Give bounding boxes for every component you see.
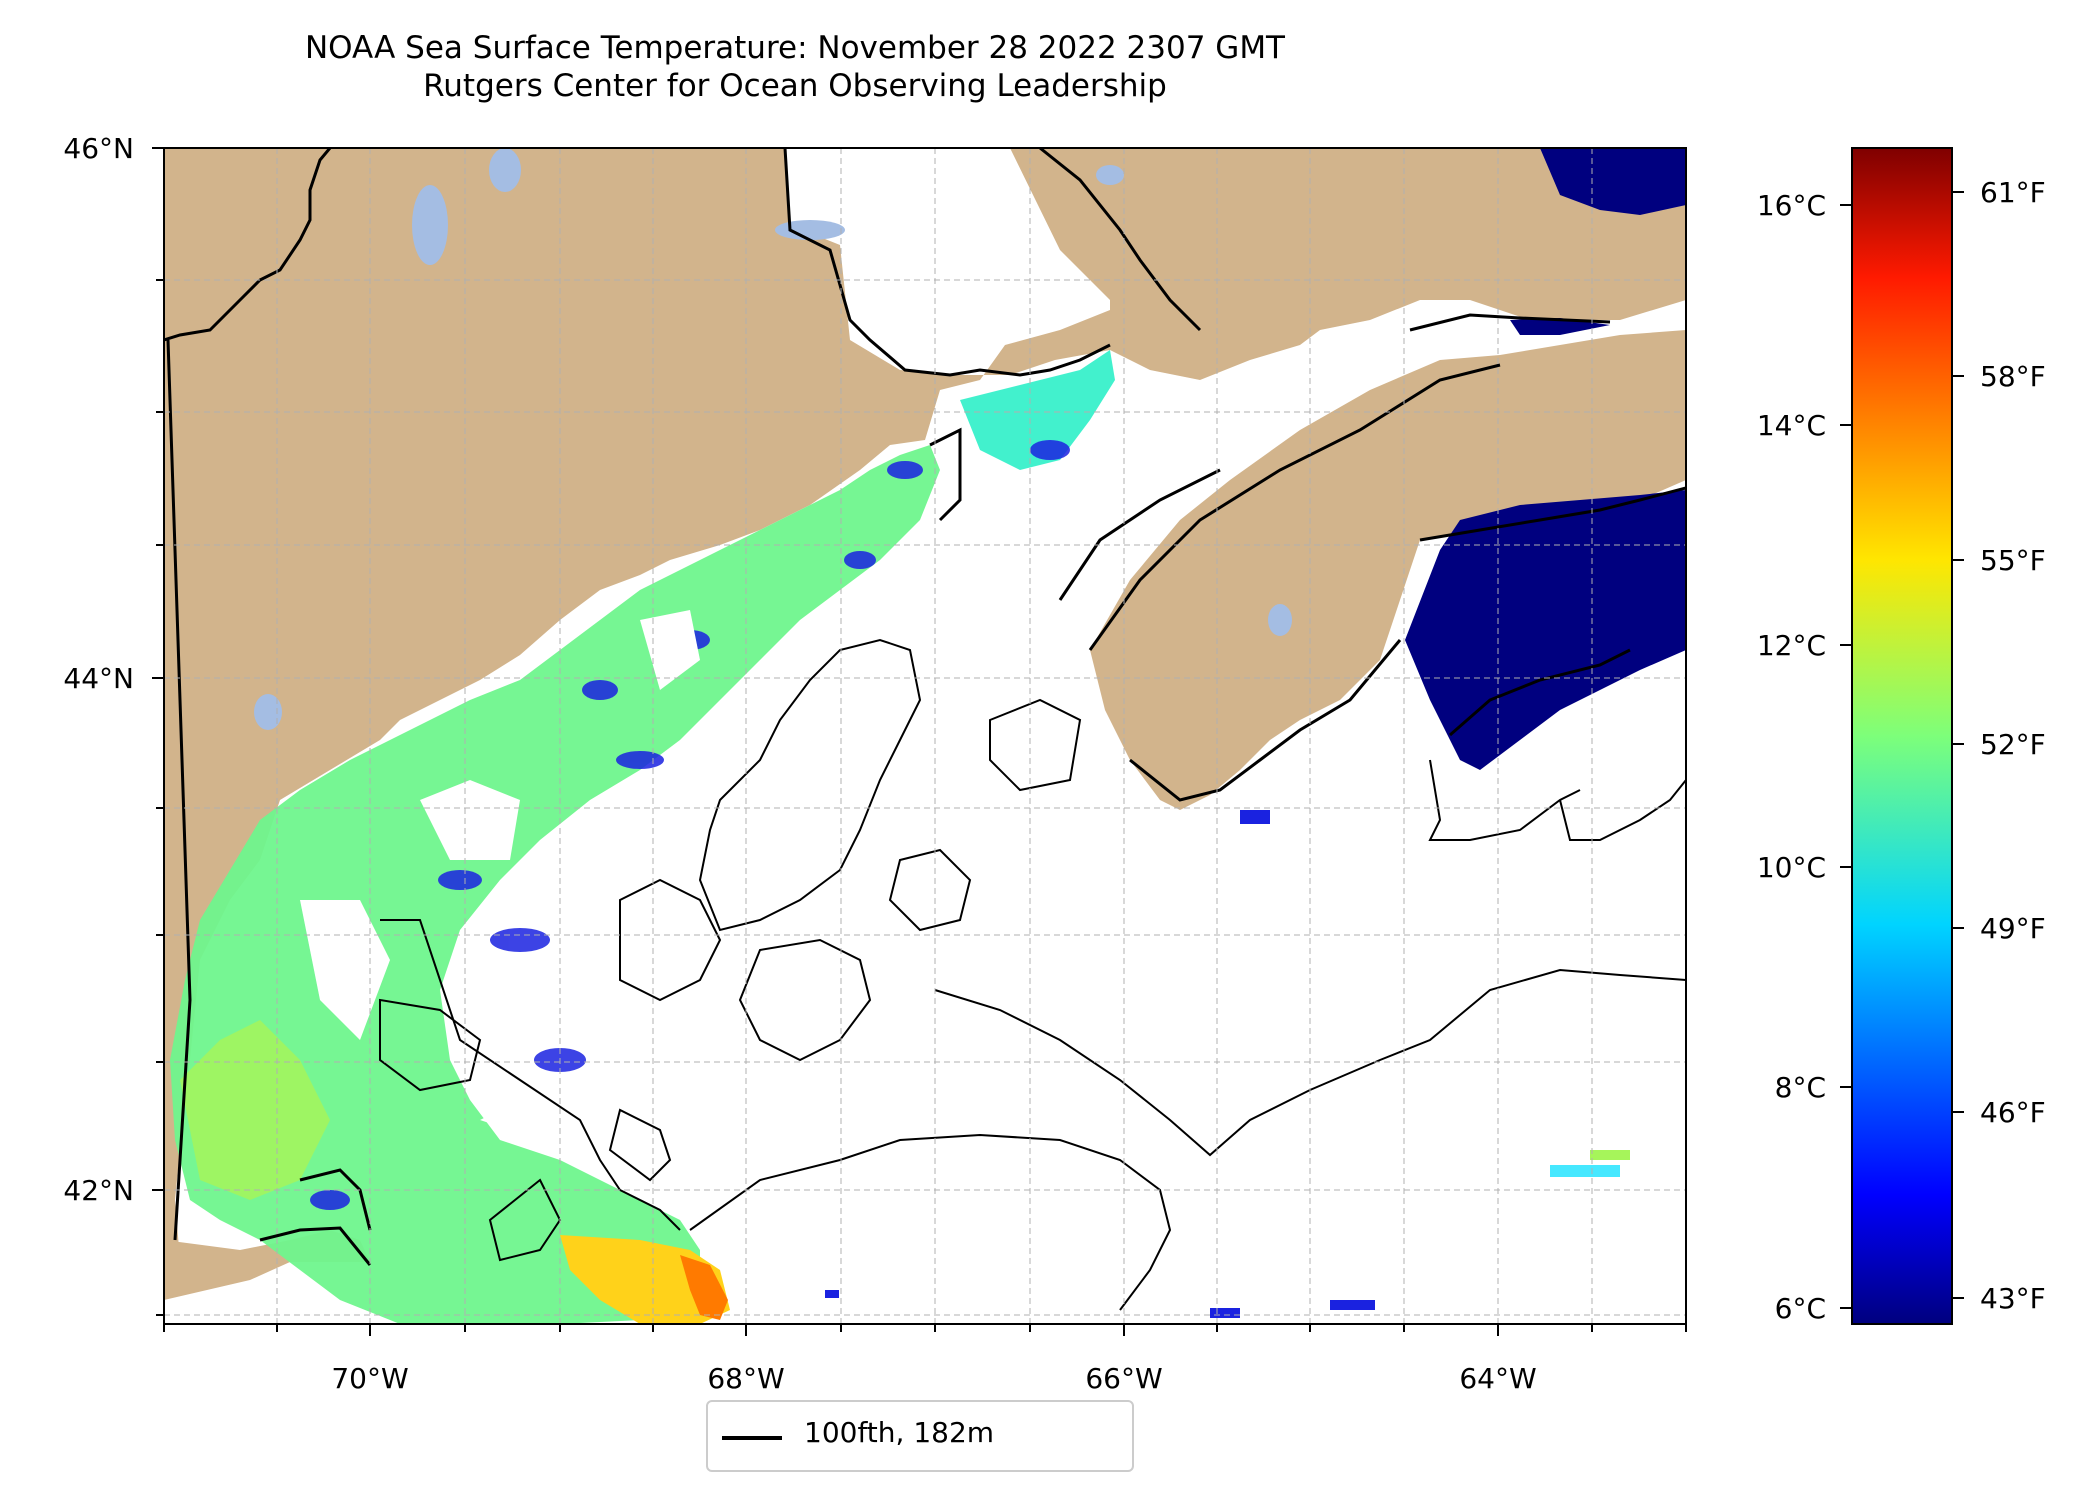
coastlines xyxy=(164,148,1686,1266)
lon-axis: 70°W 68°W 66°W 64°W xyxy=(163,1324,1687,1395)
lat-tick-46: 46°N xyxy=(63,132,134,165)
lake xyxy=(412,185,448,265)
lat-tick-44: 44°N xyxy=(63,662,134,695)
legend-label: 100fth, 182m xyxy=(804,1416,995,1449)
lon-tick-64w: 64°W xyxy=(1459,1362,1536,1395)
chart-title: NOAA Sea Surface Temperature: November 2… xyxy=(304,30,1285,66)
colorbar-gradient xyxy=(1851,147,1953,1325)
sst-specks xyxy=(825,810,1630,1318)
land-new-brunswick xyxy=(1010,148,1686,380)
cbar-f-46: 46°F xyxy=(1980,1096,2046,1129)
sst-warm-patch xyxy=(180,1020,330,1200)
lake xyxy=(1096,165,1124,185)
cbar-f-43: 43°F xyxy=(1980,1282,2046,1315)
sst-navy-northeast xyxy=(1540,148,1686,215)
sst-coastal-band xyxy=(170,445,940,1324)
gridlines xyxy=(164,148,1686,1324)
lat-axis: 46°N 44°N 42°N xyxy=(63,132,164,1316)
lon-tick-68w: 68°W xyxy=(707,1362,784,1395)
cbar-c-14: 14°C xyxy=(1757,409,1826,442)
cbar-c-12: 12°C xyxy=(1757,629,1826,662)
cbar-c-8: 8°C xyxy=(1775,1071,1826,1104)
colorbar: 16°C 14°C 12°C 10°C 8°C 6°C 61°F 58°F 55… xyxy=(1757,147,2046,1325)
lake xyxy=(254,694,282,730)
lon-tick-70w: 70°W xyxy=(331,1362,408,1395)
lake xyxy=(1268,604,1292,636)
isobath-100fth xyxy=(379,638,1686,1311)
sst-gaps xyxy=(300,610,700,1140)
legend: 100fth, 182m xyxy=(706,1400,1134,1472)
map-frame xyxy=(163,147,1687,1325)
cbar-f-61: 61°F xyxy=(1980,176,2046,209)
sst-hot-georges xyxy=(680,1255,728,1320)
chart-subtitle: Rutgers Center for Ocean Observing Leade… xyxy=(423,68,1167,104)
lat-tick-42: 42°N xyxy=(63,1174,134,1207)
lon-tick-66w: 66°W xyxy=(1085,1362,1162,1395)
lake xyxy=(489,148,521,192)
map-area xyxy=(164,148,1686,1324)
sst-warm-georges xyxy=(560,1235,730,1324)
cbar-c-16: 16°C xyxy=(1757,189,1826,222)
cbar-f-58: 58°F xyxy=(1980,360,2046,393)
land-nova-scotia xyxy=(1090,330,1686,810)
sst-navy-nova-scotia xyxy=(1405,490,1686,770)
cbar-f-49: 49°F xyxy=(1980,912,2046,945)
sst-fundy-band xyxy=(960,350,1115,470)
cbar-c-6: 6°C xyxy=(1775,1292,1826,1325)
cbar-f-52: 52°F xyxy=(1980,728,2046,761)
cbar-f-55: 55°F xyxy=(1980,544,2046,577)
lake xyxy=(775,220,845,240)
cbar-c-10: 10°C xyxy=(1757,851,1826,884)
land-new-england xyxy=(164,148,1110,1280)
legend-line-swatch xyxy=(722,1436,782,1440)
